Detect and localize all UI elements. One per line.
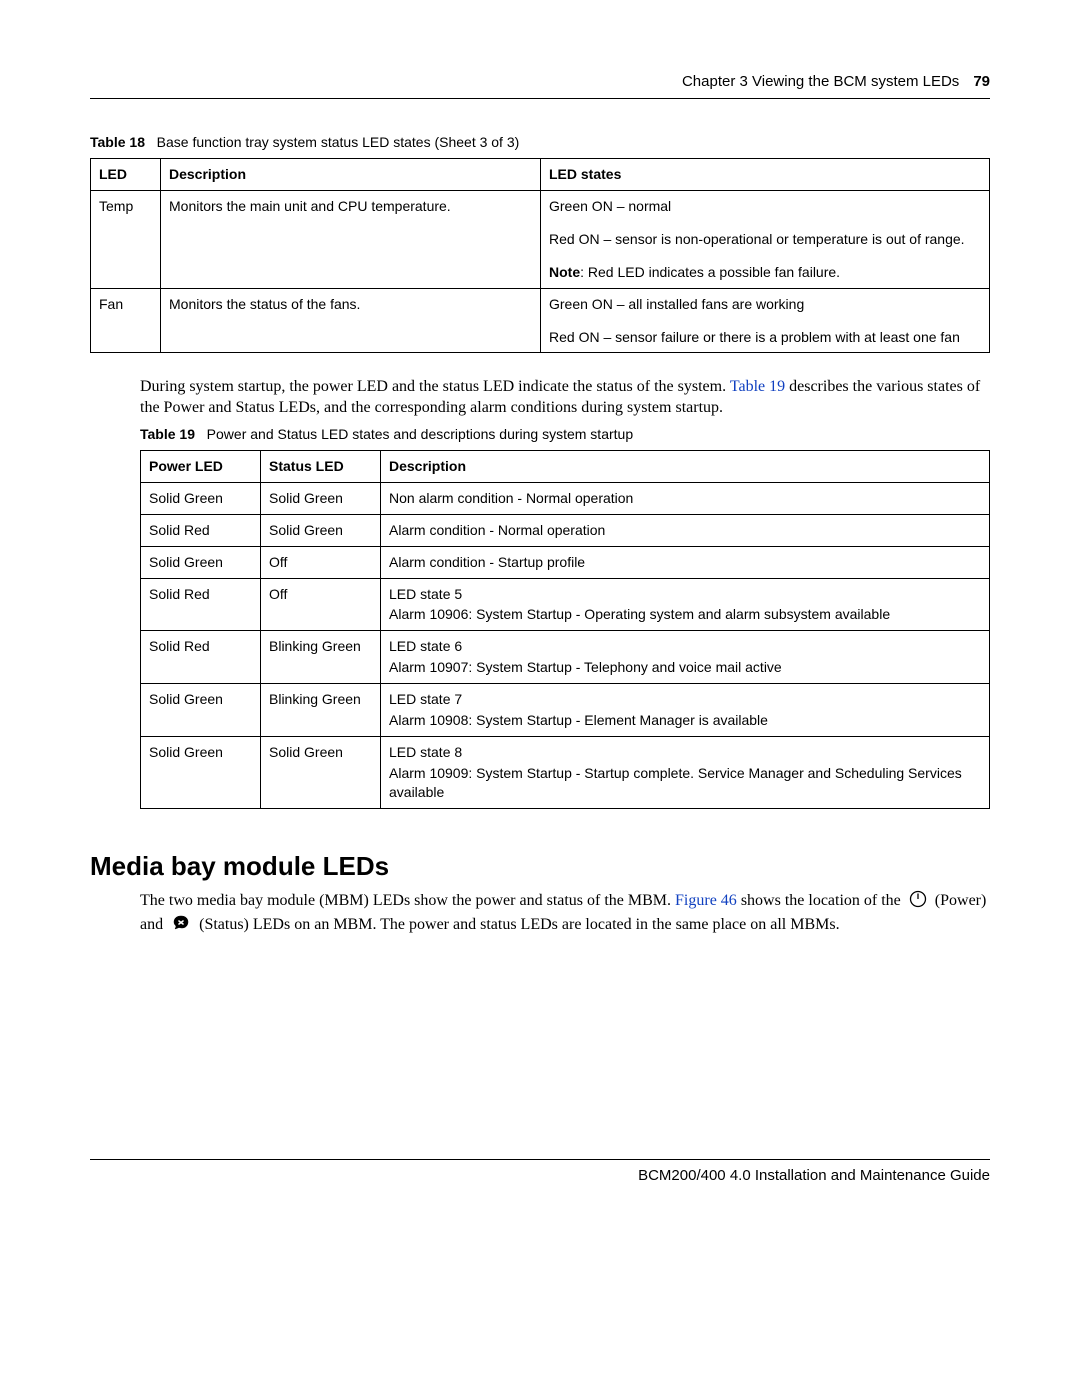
cell-power: Solid Green [141,546,261,578]
cell-desc: LED state 5Alarm 10906: System Startup -… [381,578,990,631]
link-figure46[interactable]: Figure 46 [675,892,737,909]
table-row: TempMonitors the main unit and CPU tempe… [91,191,990,289]
cell-power: Solid Green [141,684,261,737]
table-row: Solid GreenOffAlarm condition - Startup … [141,546,990,578]
cell-status: Off [261,546,381,578]
cell-desc: Monitors the main unit and CPU temperatu… [161,191,541,289]
para2-a: The two media bay module (MBM) LEDs show… [140,892,675,909]
cell-desc: Non alarm condition - Normal operation [381,482,990,514]
table19-header-cell: Status LED [261,450,381,482]
link-table19[interactable]: Table 19 [730,378,785,395]
table18-caption-text: Base function tray system status LED sta… [157,134,520,150]
table19-caption-text: Power and Status LED states and descript… [207,426,633,442]
cell-desc: LED state 6Alarm 10907: System Startup -… [381,631,990,684]
table18-label: Table 18 [90,134,145,150]
cell-desc: Monitors the status of the fans. [161,288,541,353]
cell-status: Off [261,578,381,631]
para2-d: (Status) LEDs on an MBM. The power and s… [199,916,839,933]
table-row: Solid GreenSolid GreenNon alarm conditio… [141,482,990,514]
power-icon [909,890,927,915]
table-row: Solid RedBlinking GreenLED state 6Alarm … [141,631,990,684]
table-row: Solid RedOffLED state 5Alarm 10906: Syst… [141,578,990,631]
table-row: FanMonitors the status of the fans.Green… [91,288,990,353]
table-row: Solid GreenSolid GreenLED state 8Alarm 1… [141,736,990,808]
cell-status: Solid Green [261,482,381,514]
cell-status: Blinking Green [261,684,381,737]
table19-header-cell: Description [381,450,990,482]
table19: Power LEDStatus LEDDescription Solid Gre… [140,450,990,809]
table18: LEDDescriptionLED states TempMonitors th… [90,158,990,353]
cell-status: Solid Green [261,514,381,546]
table19-label: Table 19 [140,426,195,442]
cell-power: Solid Red [141,578,261,631]
cell-desc: LED state 8Alarm 10909: System Startup -… [381,736,990,808]
cell-states: Green ON – normalRed ON – sensor is non-… [541,191,990,289]
table19-caption: Table 19 Power and Status LED states and… [140,425,990,444]
heading-media-bay: Media bay module LEDs [90,849,990,884]
table-row: Solid GreenBlinking GreenLED state 7Alar… [141,684,990,737]
cell-power: Solid Red [141,514,261,546]
cell-desc: Alarm condition - Startup profile [381,546,990,578]
cell-led: Fan [91,288,161,353]
paragraph-startup: During system startup, the power LED and… [140,377,990,419]
para1-a: During system startup, the power LED and… [140,378,730,395]
cell-status: Blinking Green [261,631,381,684]
cell-power: Solid Green [141,736,261,808]
cell-power: Solid Green [141,482,261,514]
page-header: Chapter 3 Viewing the BCM system LEDs 79 [90,72,990,99]
table18-header-cell: LED states [541,159,990,191]
table18-caption: Table 18 Base function tray system statu… [90,133,990,152]
cell-desc: Alarm condition - Normal operation [381,514,990,546]
cell-status: Solid Green [261,736,381,808]
para2-b: shows the location of the [737,892,905,909]
cell-desc: LED state 7Alarm 10908: System Startup -… [381,684,990,737]
page-footer: BCM200/400 4.0 Installation and Maintena… [90,1159,990,1186]
table-row: Solid RedSolid GreenAlarm condition - No… [141,514,990,546]
table18-header-cell: Description [161,159,541,191]
status-icon [171,914,191,939]
cell-states: Green ON – all installed fans are workin… [541,288,990,353]
table19-header-cell: Power LED [141,450,261,482]
cell-led: Temp [91,191,161,289]
chapter-title: Chapter 3 Viewing the BCM system LEDs [682,72,959,92]
cell-power: Solid Red [141,631,261,684]
page-number: 79 [973,72,990,92]
paragraph-mbm: The two media bay module (MBM) LEDs show… [140,890,990,940]
table18-header-cell: LED [91,159,161,191]
